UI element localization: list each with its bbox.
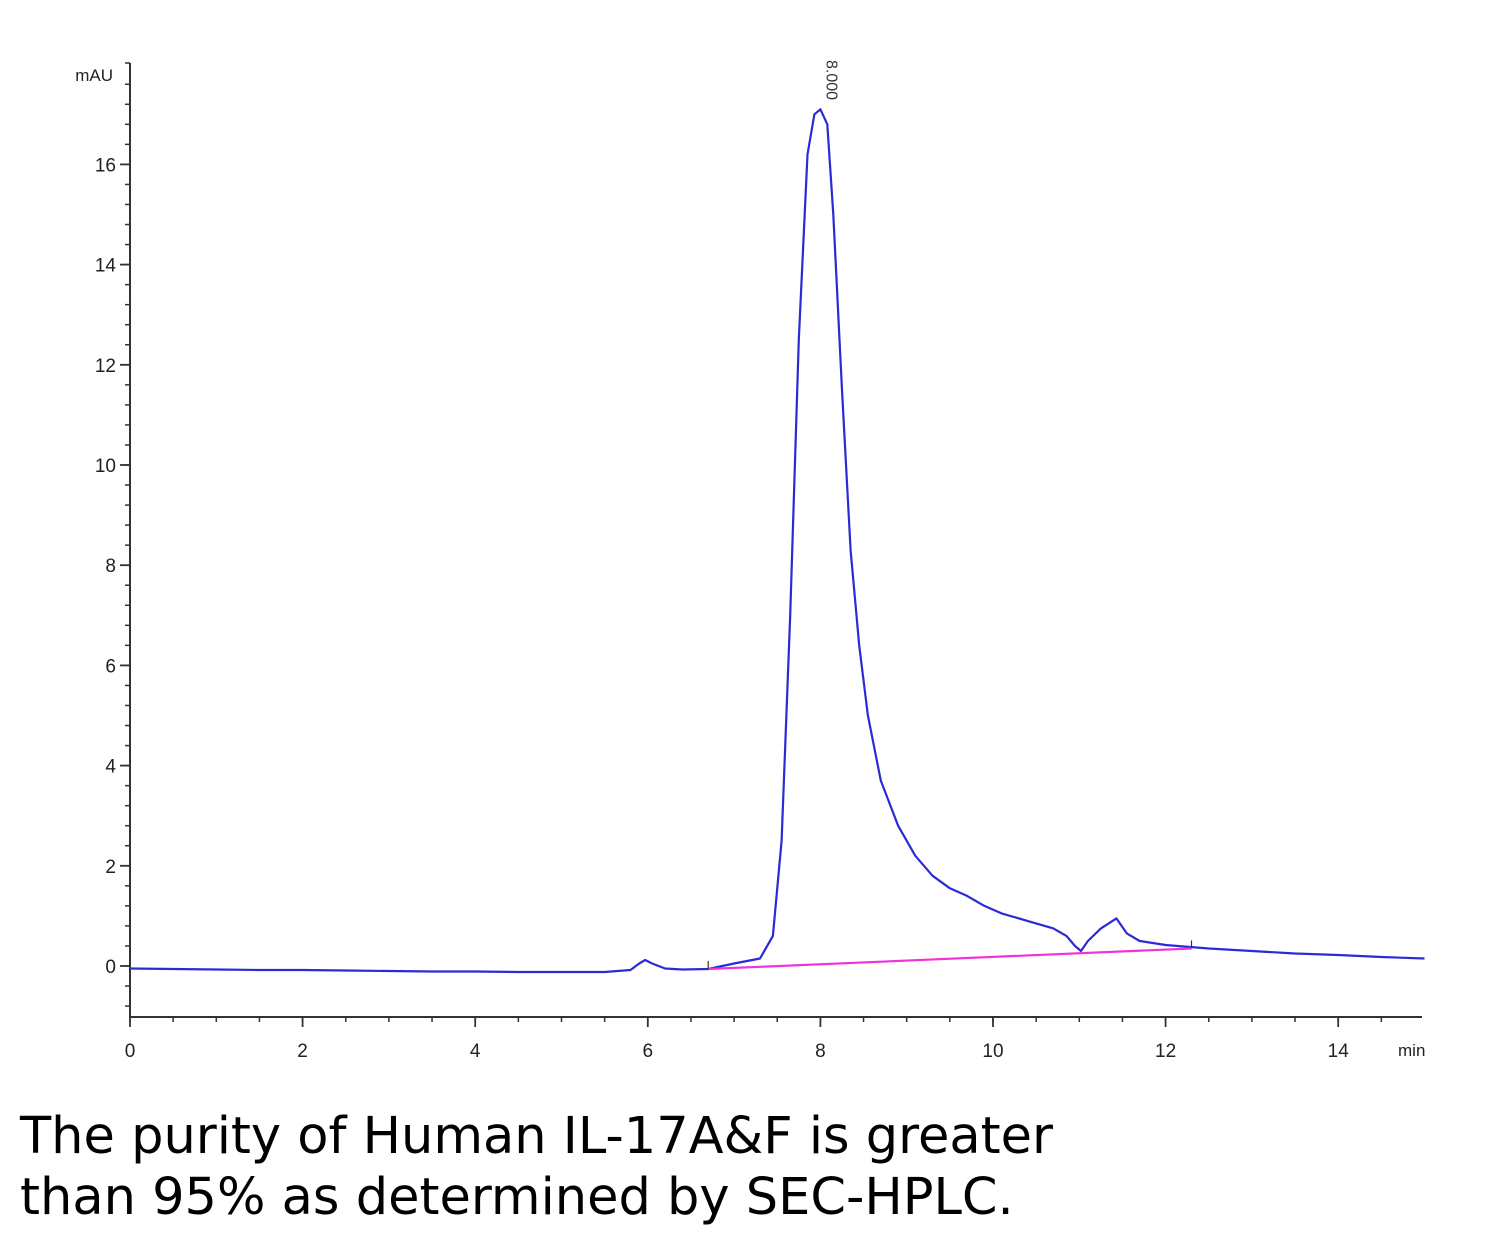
y-axis-unit-label: mAU: [75, 66, 113, 85]
x-tick-label: 14: [1328, 1041, 1350, 1062]
x-axis-unit-label: min: [1398, 1041, 1425, 1060]
peak-retention-time-label: 8.000: [822, 60, 839, 100]
y-tick-label: 16: [95, 155, 116, 176]
y-tick-label: 6: [105, 656, 116, 677]
x-tick-label: 8: [815, 1041, 826, 1062]
tick-marks: [120, 62, 1383, 1027]
axes: [129, 63, 1422, 1018]
x-tick-label: 4: [470, 1041, 481, 1062]
tick-labels: 0 2 4 6 8 10 12 14 16 0 2 4 6 8 10 12 14: [95, 155, 1349, 1062]
y-tick-label: 8: [105, 556, 116, 577]
figure-caption: The purity of Human IL-17A&F is greater …: [20, 1106, 1420, 1228]
x-tick-label: 6: [643, 1041, 654, 1062]
y-tick-label: 12: [95, 356, 116, 377]
y-tick-label: 14: [95, 256, 117, 277]
x-tick-label: 0: [125, 1041, 136, 1062]
y-tick-label: 10: [95, 456, 116, 477]
chromatogram-trace: [129, 108, 1425, 974]
y-tick-label: 2: [105, 857, 116, 878]
series-lines: [129, 108, 1425, 974]
y-tick-label: 0: [105, 957, 116, 978]
caption-line-2: than 95% as determined by SEC-HPLC.: [20, 1168, 1014, 1227]
x-tick-label: 2: [297, 1041, 308, 1062]
x-tick-label: 12: [1155, 1041, 1176, 1062]
y-tick-label: 4: [105, 757, 116, 778]
integration-baseline: [708, 947, 1192, 971]
x-tick-label: 10: [982, 1041, 1003, 1062]
chromatogram-chart: 0 2 4 6 8 10 12 14 16 0 2 4 6 8 10 12 14 mAU min 8.000: [75, 60, 1425, 1062]
caption-line-1: The purity of Human IL-17A&F is greater: [20, 1107, 1053, 1166]
